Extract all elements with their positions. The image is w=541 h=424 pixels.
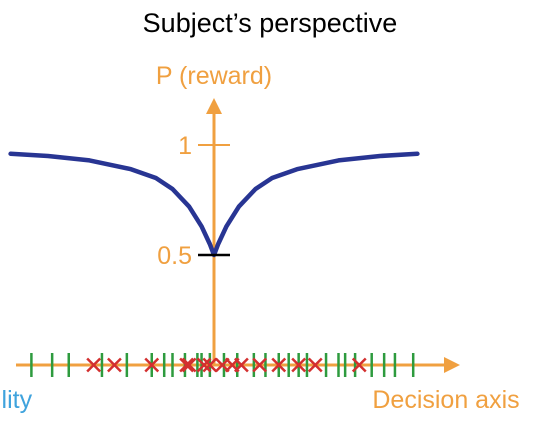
y-axis-arrowhead	[206, 98, 222, 114]
error-cross-mark	[144, 357, 160, 373]
error-cross-stroke	[86, 357, 102, 373]
error-cross-mark	[86, 357, 102, 373]
error-cross-mark	[291, 357, 307, 373]
error-cross-mark	[196, 357, 212, 373]
axes	[16, 98, 460, 373]
chart-title: Subject’s perspective	[143, 8, 398, 38]
error-cross-stroke	[144, 357, 160, 373]
error-cross-stroke	[351, 357, 367, 373]
y-tick-label: 1	[178, 132, 192, 160]
error-cross-mark	[181, 357, 197, 373]
error-cross-stroke	[252, 357, 268, 373]
error-cross-mark	[351, 357, 367, 373]
error-cross-mark	[179, 357, 194, 373]
y-ticks: 0.51	[157, 132, 230, 270]
error-cross-stroke	[291, 357, 307, 373]
x-axis-arrowhead	[444, 357, 460, 373]
error-cross-mark	[271, 357, 287, 373]
x-axis-label: Decision axis	[372, 386, 519, 414]
left-axis-label: ility	[0, 386, 33, 414]
error-cross-stroke	[196, 357, 212, 373]
error-cross-stroke	[202, 357, 218, 373]
error-cross-mark	[107, 357, 122, 373]
y-axis-label: P (reward)	[156, 62, 272, 90]
trial-markers	[30, 353, 415, 377]
y-tick-label: 0.5	[157, 242, 192, 270]
error-cross-mark	[202, 357, 218, 373]
error-cross-mark	[307, 357, 323, 373]
error-cross-stroke	[181, 357, 197, 373]
error-cross-stroke	[234, 357, 249, 373]
error-cross-stroke	[307, 357, 323, 373]
error-cross-stroke	[179, 357, 194, 373]
error-cross-mark	[252, 357, 268, 373]
error-cross-stroke	[271, 357, 287, 373]
error-cross-stroke	[107, 357, 122, 373]
error-cross-mark	[234, 357, 249, 373]
